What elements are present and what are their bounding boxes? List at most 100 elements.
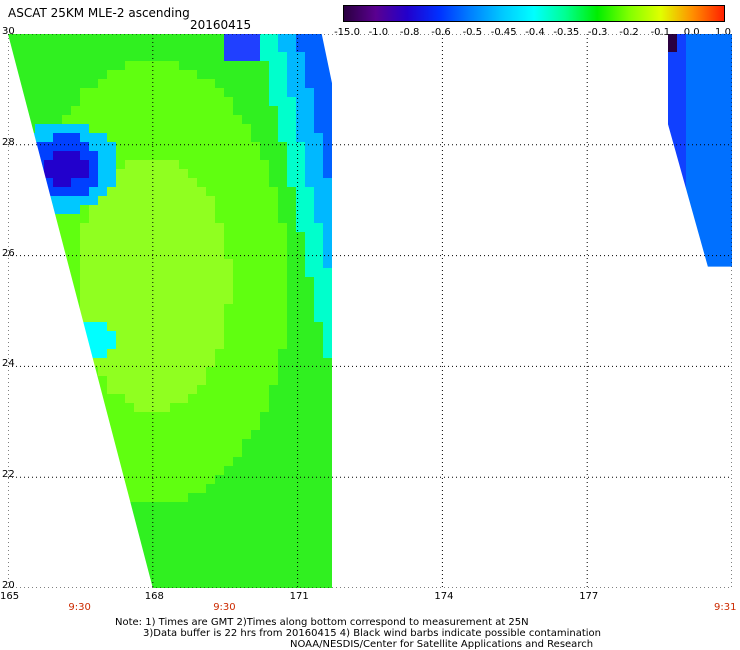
data-cell: [179, 529, 188, 538]
data-cell: [188, 421, 197, 430]
data-cell: [296, 34, 305, 43]
data-cell: [188, 376, 197, 385]
data-cell: [278, 286, 287, 295]
data-cell: [62, 502, 71, 511]
data-cell: [71, 421, 80, 430]
data-cell: [179, 403, 188, 412]
data-cell: [170, 430, 179, 439]
data-cell: [323, 340, 332, 349]
data-cell: [722, 169, 731, 178]
data-cell: [8, 223, 17, 232]
data-cell: [704, 394, 713, 403]
data-cell: [668, 34, 677, 43]
data-cell: [197, 241, 206, 250]
data-cell: [44, 223, 53, 232]
lat-tick-label: 30: [2, 26, 15, 37]
data-cell: [242, 574, 251, 583]
data-cell: [242, 475, 251, 484]
data-cell: [278, 331, 287, 340]
data-cell: [686, 466, 695, 475]
data-cell: [314, 358, 323, 367]
data-cell: [278, 556, 287, 565]
data-cell: [251, 142, 260, 151]
data-cell: [71, 583, 80, 588]
data-cell: [107, 268, 116, 277]
data-cell: [260, 304, 269, 313]
data-cell: [206, 547, 215, 556]
data-cell: [179, 88, 188, 97]
data-cell: [323, 403, 332, 412]
data-cell: [134, 565, 143, 574]
data-cell: [26, 61, 35, 70]
data-cell: [713, 250, 722, 259]
data-cell: [686, 115, 695, 124]
data-cell: [704, 448, 713, 457]
data-cell: [179, 61, 188, 70]
data-cell: [143, 439, 152, 448]
data-cell: [62, 196, 71, 205]
data-cell: [731, 520, 732, 529]
data-cell: [107, 484, 116, 493]
data-cell: [17, 259, 26, 268]
data-cell: [215, 223, 224, 232]
data-cell: [215, 493, 224, 502]
data-cell: [197, 475, 206, 484]
data-cell: [71, 250, 80, 259]
data-cell: [188, 349, 197, 358]
data-cell: [53, 475, 62, 484]
data-cell: [152, 124, 161, 133]
data-cell: [80, 97, 89, 106]
data-cell: [668, 160, 677, 169]
data-cell: [713, 151, 722, 160]
data-cell: [695, 439, 704, 448]
data-cell: [206, 358, 215, 367]
data-cell: [44, 52, 53, 61]
data-cell: [35, 241, 44, 250]
data-cell: [179, 349, 188, 358]
data-cell: [677, 493, 686, 502]
data-cell: [17, 574, 26, 583]
data-cell: [260, 520, 269, 529]
data-cell: [704, 430, 713, 439]
data-cell: [287, 304, 296, 313]
data-cell: [224, 268, 233, 277]
data-cell: [143, 124, 152, 133]
data-cell: [704, 322, 713, 331]
data-cell: [269, 133, 278, 142]
data-cell: [35, 394, 44, 403]
data-cell: [314, 259, 323, 268]
data-cell: [161, 277, 170, 286]
data-cell: [224, 304, 233, 313]
data-cell: [704, 457, 713, 466]
data-cell: [224, 169, 233, 178]
data-cell: [62, 430, 71, 439]
data-cell: [686, 277, 695, 286]
data-cell: [224, 493, 233, 502]
data-cell: [278, 232, 287, 241]
data-cell: [305, 583, 314, 588]
data-cell: [704, 583, 713, 588]
data-cell: [677, 331, 686, 340]
data-cell: [269, 538, 278, 547]
data-cell: [722, 241, 731, 250]
data-cell: [722, 457, 731, 466]
data-cell: [722, 439, 731, 448]
data-cell: [260, 385, 269, 394]
data-cell: [668, 196, 677, 205]
data-cell: [62, 394, 71, 403]
data-cell: [125, 295, 134, 304]
data-cell: [80, 61, 89, 70]
data-cell: [713, 34, 722, 43]
data-cell: [125, 34, 134, 43]
data-cell: [116, 52, 125, 61]
data-cell: [80, 259, 89, 268]
data-cell: [143, 187, 152, 196]
data-cell: [26, 511, 35, 520]
data-cell: [71, 88, 80, 97]
data-cell: [179, 205, 188, 214]
data-cell: [695, 133, 704, 142]
data-cell: [260, 250, 269, 259]
data-cell: [731, 196, 732, 205]
data-cell: [296, 358, 305, 367]
data-cell: [224, 511, 233, 520]
